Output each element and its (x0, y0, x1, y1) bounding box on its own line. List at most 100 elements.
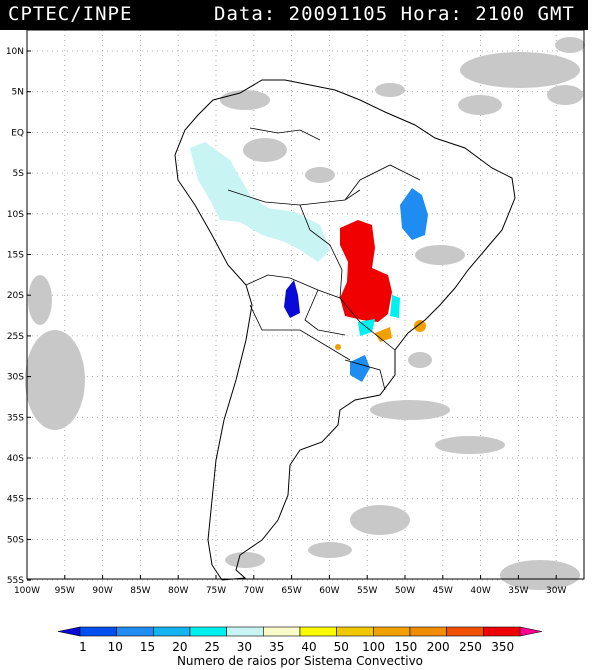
lightning-class-350 (340, 220, 392, 322)
cloud-patch (225, 552, 265, 568)
lon-label: 65W (281, 586, 301, 596)
lon-label: 80W (168, 586, 188, 596)
date-value: 20091105 (288, 3, 389, 25)
datetime-label: Data: 20091105 Hora: 2100 GMT (214, 3, 575, 25)
lat-label: 40S (7, 454, 24, 464)
lightning-class-1 (284, 280, 300, 318)
lon-label: 75W (206, 586, 226, 596)
storm-cell (414, 320, 426, 332)
border-line (299, 204, 343, 299)
legend-arrow-right (519, 626, 543, 637)
legend-swatch (116, 626, 154, 637)
legend-swatch (299, 626, 337, 637)
lat-label: 50S (7, 535, 24, 545)
lat-label: 55S (7, 576, 24, 586)
legend-tick-label: 30 (237, 640, 252, 654)
lat-label: 25S (7, 332, 24, 342)
legend-swatch (409, 626, 447, 637)
lat-label: 5N (12, 88, 24, 98)
cloud-patch (555, 37, 585, 53)
legend-swatch (79, 626, 117, 637)
legend-swatch (226, 626, 264, 637)
legend-tick-label: 35 (269, 640, 284, 654)
storm-cell (390, 295, 400, 318)
cloud-patch (458, 95, 502, 115)
cloud-patch (415, 245, 465, 265)
lightning-class-100 (335, 320, 426, 350)
legend-tick-label: 200 (427, 640, 450, 654)
cloud-patch (350, 505, 410, 535)
cloud-patch (408, 352, 432, 368)
legend-tick-label: 250 (459, 640, 482, 654)
legend-tick-label: 150 (394, 640, 417, 654)
legend-swatch (263, 626, 301, 637)
cloud-patch (25, 330, 85, 430)
legend-arrow-left (57, 626, 81, 637)
legend-tick-label: 350 (491, 640, 514, 654)
lon-label: 45W (433, 586, 453, 596)
lon-label: 85W (130, 586, 150, 596)
lat-label: 15S (7, 251, 24, 261)
timezone-label: GMT (537, 3, 575, 25)
border-line (249, 304, 351, 361)
lat-label: 45S (7, 495, 24, 505)
graticule-lines (26, 30, 584, 581)
map-panel: 10N 5N EQ 5S 10S 15S 20S 25S 30S 35S 40S 45S 50S 55S1… (6, 30, 585, 596)
lon-label: 55W (357, 586, 377, 596)
axis-labels: 10N 5N EQ 5S 10S 15S 20S 25S 30S 35S 40S 45S 50S 55S1… (6, 47, 567, 596)
lat-label: 30S (7, 373, 24, 383)
lon-label: 100W (14, 586, 40, 596)
border-line (249, 127, 321, 141)
cloud-patch (547, 85, 583, 105)
storm-cell (335, 344, 341, 350)
storm-cell (284, 280, 300, 318)
map-frame (26, 30, 585, 580)
color-legend: 1 10 15 20 25 30 35 40 50 100 150 200 250 350 (57, 626, 543, 654)
storm-cell (190, 142, 330, 262)
legend-swatch (153, 626, 191, 637)
south-america-outline (174, 79, 516, 581)
storm-cell (375, 327, 392, 342)
cloud-patch (28, 275, 52, 325)
cloud-patch (500, 560, 580, 590)
cloud-cover (25, 37, 585, 590)
header-bar: CPTEC/INPE Data: 20091105 Hora: 2100 GMT (0, 0, 588, 30)
lat-label: 20S (7, 291, 24, 301)
political-borders (227, 127, 421, 391)
storm-cell (400, 188, 428, 240)
legend-tick-label: 10 (108, 640, 123, 654)
legend-tick-label: 50 (334, 640, 349, 654)
legend-swatch (336, 626, 374, 637)
lat-label: 35S (7, 413, 24, 423)
legend-ticks: 1 10 15 20 25 30 35 40 50 100 150 200 250 350 (79, 640, 514, 654)
lat-label: 5S (13, 169, 25, 179)
legend-swatch (373, 626, 411, 637)
lon-label: 95W (55, 586, 75, 596)
lon-label: 30W (546, 586, 566, 596)
lightning-class-30 (190, 142, 330, 262)
cloud-patch (220, 90, 270, 110)
lightning-class-15 (350, 188, 428, 382)
cloud-patch (370, 400, 450, 420)
cloud-patch (308, 542, 352, 558)
legend-swatch (446, 626, 484, 637)
lat-label: EQ (11, 128, 24, 138)
hour-value: 2100 (475, 3, 526, 25)
legend-tick-label: 100 (362, 640, 385, 654)
cloud-patch (375, 83, 405, 97)
legend-swatch (483, 626, 521, 637)
legend-tick-label: 15 (140, 640, 155, 654)
legend-tick-label: 20 (172, 640, 187, 654)
legend-tick-label: 25 (205, 640, 220, 654)
lon-label: 40W (470, 586, 490, 596)
lat-label: 10N (6, 47, 24, 57)
legend-tick-label: 1 (79, 640, 87, 654)
lat-label: 10S (7, 210, 24, 220)
lon-label: 50W (395, 586, 415, 596)
cloud-patch (435, 436, 505, 454)
border-line (304, 289, 346, 336)
hour-label: Hora: (400, 3, 463, 25)
source-label: CPTEC/INPE (8, 3, 133, 25)
date-label: Data: (214, 3, 277, 25)
border-line (344, 164, 421, 201)
